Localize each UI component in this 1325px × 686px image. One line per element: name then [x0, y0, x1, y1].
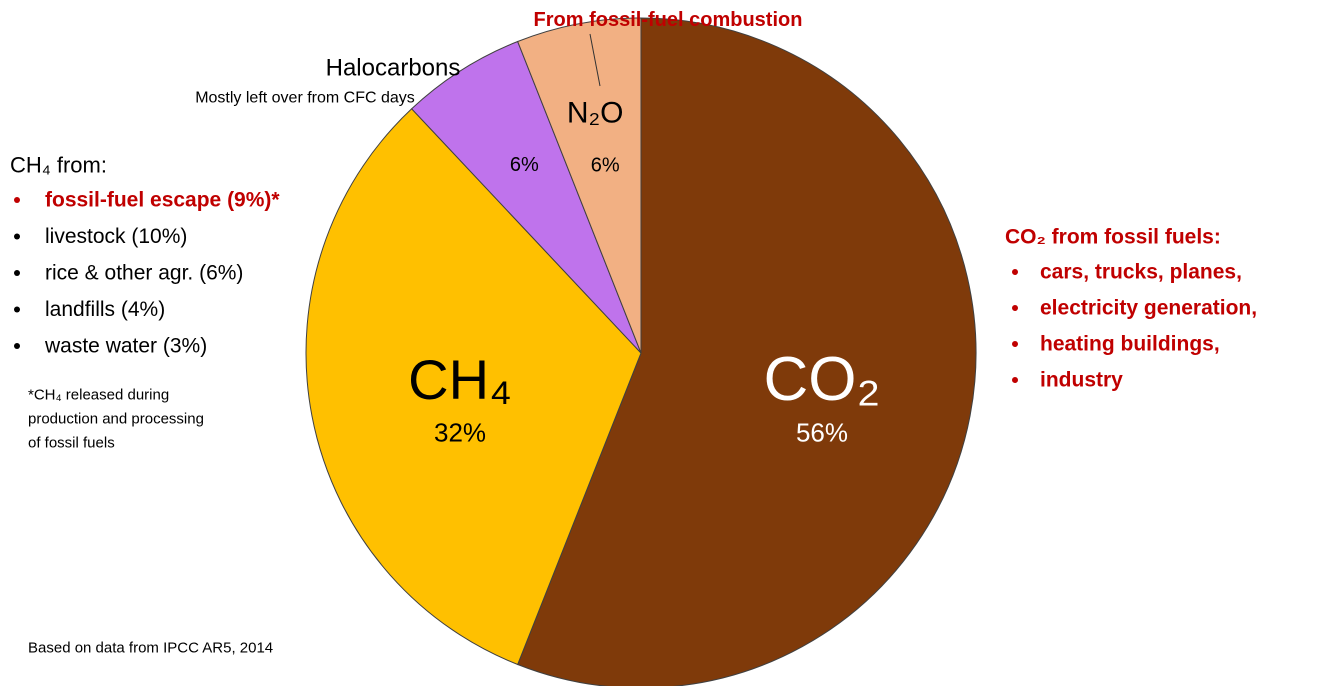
value-label: 6%	[591, 154, 620, 176]
halo-note: Mostly left over from CFC days	[195, 90, 415, 107]
list-item: cars, trucks, planes,	[1040, 261, 1242, 284]
co2-list: cars, trucks, planes, electricity generat…	[1012, 261, 1257, 392]
list-item: waste water (3%)	[44, 335, 207, 358]
slice-label: CH₄	[408, 348, 512, 411]
ch4-list: fossil-fuel escape (9%)* livestock (10%) r…	[14, 189, 280, 358]
slice-label: N₂O	[567, 96, 624, 129]
value-label: 6%	[510, 154, 539, 176]
list-item: industry	[1040, 369, 1123, 392]
list-item: heating buildings,	[1040, 333, 1220, 356]
bullet	[14, 270, 20, 276]
pie-slice	[517, 17, 642, 354]
bullet	[1012, 305, 1018, 311]
bullet	[14, 343, 20, 349]
pie-slice	[305, 108, 642, 666]
value-label: 32%	[434, 418, 486, 448]
pie-slice	[410, 40, 642, 354]
list-item: landfills (4%)	[45, 298, 165, 321]
list-item: electricity generation,	[1040, 297, 1257, 320]
ch4-footnote: *CH₄ released during production and proce…	[28, 387, 204, 452]
bullet	[1012, 269, 1018, 275]
pie	[305, 17, 977, 686]
list-item: rice & other agr. (6%)	[45, 262, 243, 285]
bullet	[14, 306, 20, 313]
co2-heading: CO₂ from fossil fuels:	[1005, 226, 1221, 249]
ch4-heading: CH₄ from:	[10, 153, 107, 178]
value-label: 56%	[796, 418, 848, 448]
bullet	[1012, 341, 1018, 347]
footnote-line: *CH₄ released during	[28, 387, 169, 404]
source: Based on data from IPCC AR5, 2014	[28, 640, 273, 657]
bullet	[14, 197, 20, 203]
bullet	[14, 233, 20, 240]
footnote-line: of fossil fuels	[28, 435, 115, 452]
list-item: fossil-fuel escape (9%)*	[45, 189, 280, 212]
slice-label: CO₂	[763, 345, 880, 414]
bullet	[1012, 377, 1018, 383]
leader-line	[589, 33, 601, 87]
n2o-note: From fossil-fuel combustion	[534, 9, 803, 31]
footnote-line: production and processing	[28, 411, 204, 428]
list-item: livestock (10%)	[45, 225, 187, 248]
slice-label: Halocarbons	[326, 55, 461, 82]
pie-slice	[517, 17, 977, 686]
